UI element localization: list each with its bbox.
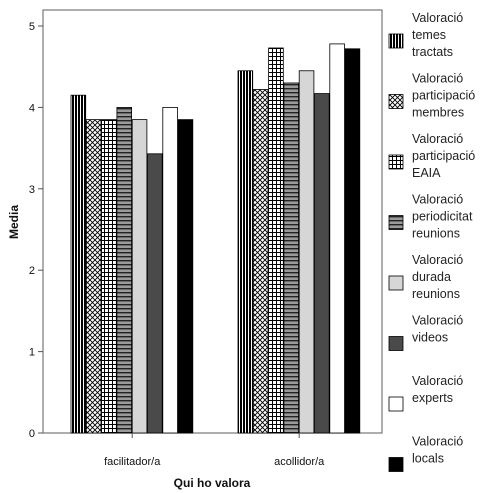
bar-7-1 <box>162 107 178 434</box>
legend-swatch-3 <box>388 154 404 170</box>
x-axis-title: Qui ho valora <box>174 476 251 490</box>
y-tick-label: 3 <box>29 184 35 196</box>
legend-swatch-1 <box>388 33 404 49</box>
bar-2-1 <box>85 119 102 434</box>
y-axis: 0 1 2 3 4 5 <box>29 21 43 440</box>
y-tick-label: 0 <box>29 428 35 440</box>
bar-8-2 <box>344 48 361 434</box>
bar-5-2 <box>298 70 315 434</box>
bar-6-2 <box>314 93 330 434</box>
y-tick-label: 2 <box>29 265 35 277</box>
bar-4-2 <box>283 82 299 434</box>
legend-label-4: Valoració periodicitat reunions <box>412 193 473 241</box>
bar-6-1 <box>147 153 163 434</box>
bar-4-1 <box>116 107 133 434</box>
legend-swatch-8 <box>388 457 404 472</box>
x-tick-label: facilitador/a <box>104 456 161 468</box>
legend-label-7: Valoració experts <box>412 374 463 405</box>
legend-swatch-4 <box>388 215 404 230</box>
legend-swatch-7 <box>388 396 404 412</box>
legend-label-5: Valoració durada reunions <box>412 253 463 301</box>
legend-label-6: Valoració videos <box>412 314 463 345</box>
legend: Valoració temes tractats Valoració participa… <box>388 11 475 472</box>
y-tick-label: 1 <box>29 347 35 359</box>
bar-3-1 <box>101 119 117 434</box>
legend-label-8: Valoració locals <box>412 435 463 466</box>
legend-label-2: Valoració participació membres <box>412 72 475 120</box>
bar-5-1 <box>131 119 148 434</box>
y-axis-title: Media <box>7 205 21 239</box>
legend-label-1: Valoració temes tractats <box>412 11 463 59</box>
legend-label-3: Valoració participació EAIA <box>412 132 475 180</box>
legend-swatch-2 <box>388 94 404 109</box>
bar-2-2 <box>252 89 269 434</box>
legend-swatch-5 <box>388 275 404 291</box>
bar-1-2 <box>237 70 254 434</box>
y-tick-label: 5 <box>29 21 35 33</box>
y-tick-label: 4 <box>29 102 35 114</box>
legend-swatch-6 <box>388 336 404 351</box>
x-tick-label: acollidor/a <box>274 456 325 468</box>
bar-7-2 <box>329 43 345 434</box>
bar-1-1 <box>70 94 87 434</box>
bar-3-2 <box>268 47 284 434</box>
bar-8-1 <box>177 119 194 434</box>
bars-group <box>70 43 361 434</box>
x-axis: facilitador/a acollidor/a <box>104 433 325 468</box>
